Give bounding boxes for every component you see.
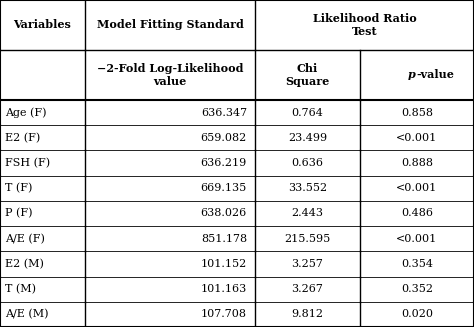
Text: Likelihood Ratio
Test: Likelihood Ratio Test	[313, 13, 416, 37]
Text: 636.347: 636.347	[201, 108, 247, 118]
Text: <0.001: <0.001	[396, 234, 438, 244]
Text: 2.443: 2.443	[292, 209, 323, 218]
Text: T (M): T (M)	[5, 284, 36, 294]
Text: 636.219: 636.219	[201, 158, 247, 168]
Text: <0.001: <0.001	[396, 183, 438, 193]
Text: E2 (F): E2 (F)	[5, 133, 40, 143]
Text: 0.858: 0.858	[401, 108, 433, 118]
Text: T (F): T (F)	[5, 183, 32, 194]
Text: Age (F): Age (F)	[5, 107, 46, 118]
Text: 0.636: 0.636	[292, 158, 323, 168]
Text: 101.163: 101.163	[201, 284, 247, 294]
Text: 0.888: 0.888	[401, 158, 433, 168]
Text: 0.352: 0.352	[401, 284, 433, 294]
Text: -value: -value	[416, 70, 454, 80]
Text: p: p	[407, 70, 415, 80]
Text: Chi
Square: Chi Square	[285, 63, 329, 87]
Text: 0.354: 0.354	[401, 259, 433, 269]
Text: 23.499: 23.499	[288, 133, 327, 143]
Text: −2-Fold Log-Likelihood
value: −2-Fold Log-Likelihood value	[97, 63, 243, 87]
Text: 9.812: 9.812	[292, 309, 323, 319]
Text: E2 (M): E2 (M)	[5, 259, 44, 269]
Text: A/E (M): A/E (M)	[5, 309, 48, 319]
Text: 851.178: 851.178	[201, 234, 247, 244]
Text: 669.135: 669.135	[201, 183, 247, 193]
Text: 0.764: 0.764	[292, 108, 323, 118]
Text: A/E (F): A/E (F)	[5, 233, 45, 244]
Text: 101.152: 101.152	[201, 259, 247, 269]
Text: 107.708: 107.708	[201, 309, 247, 319]
Text: FSH (F): FSH (F)	[5, 158, 50, 168]
Text: <0.001: <0.001	[396, 133, 438, 143]
Text: 0.486: 0.486	[401, 209, 433, 218]
Text: 0.020: 0.020	[401, 309, 433, 319]
Text: Variables: Variables	[14, 20, 72, 30]
Text: 3.267: 3.267	[292, 284, 323, 294]
Text: 215.595: 215.595	[284, 234, 331, 244]
Text: P (F): P (F)	[5, 208, 33, 219]
Text: 33.552: 33.552	[288, 183, 327, 193]
Text: Model Fitting Standard: Model Fitting Standard	[97, 20, 244, 30]
Text: 638.026: 638.026	[201, 209, 247, 218]
Text: 659.082: 659.082	[201, 133, 247, 143]
Text: 3.257: 3.257	[292, 259, 323, 269]
